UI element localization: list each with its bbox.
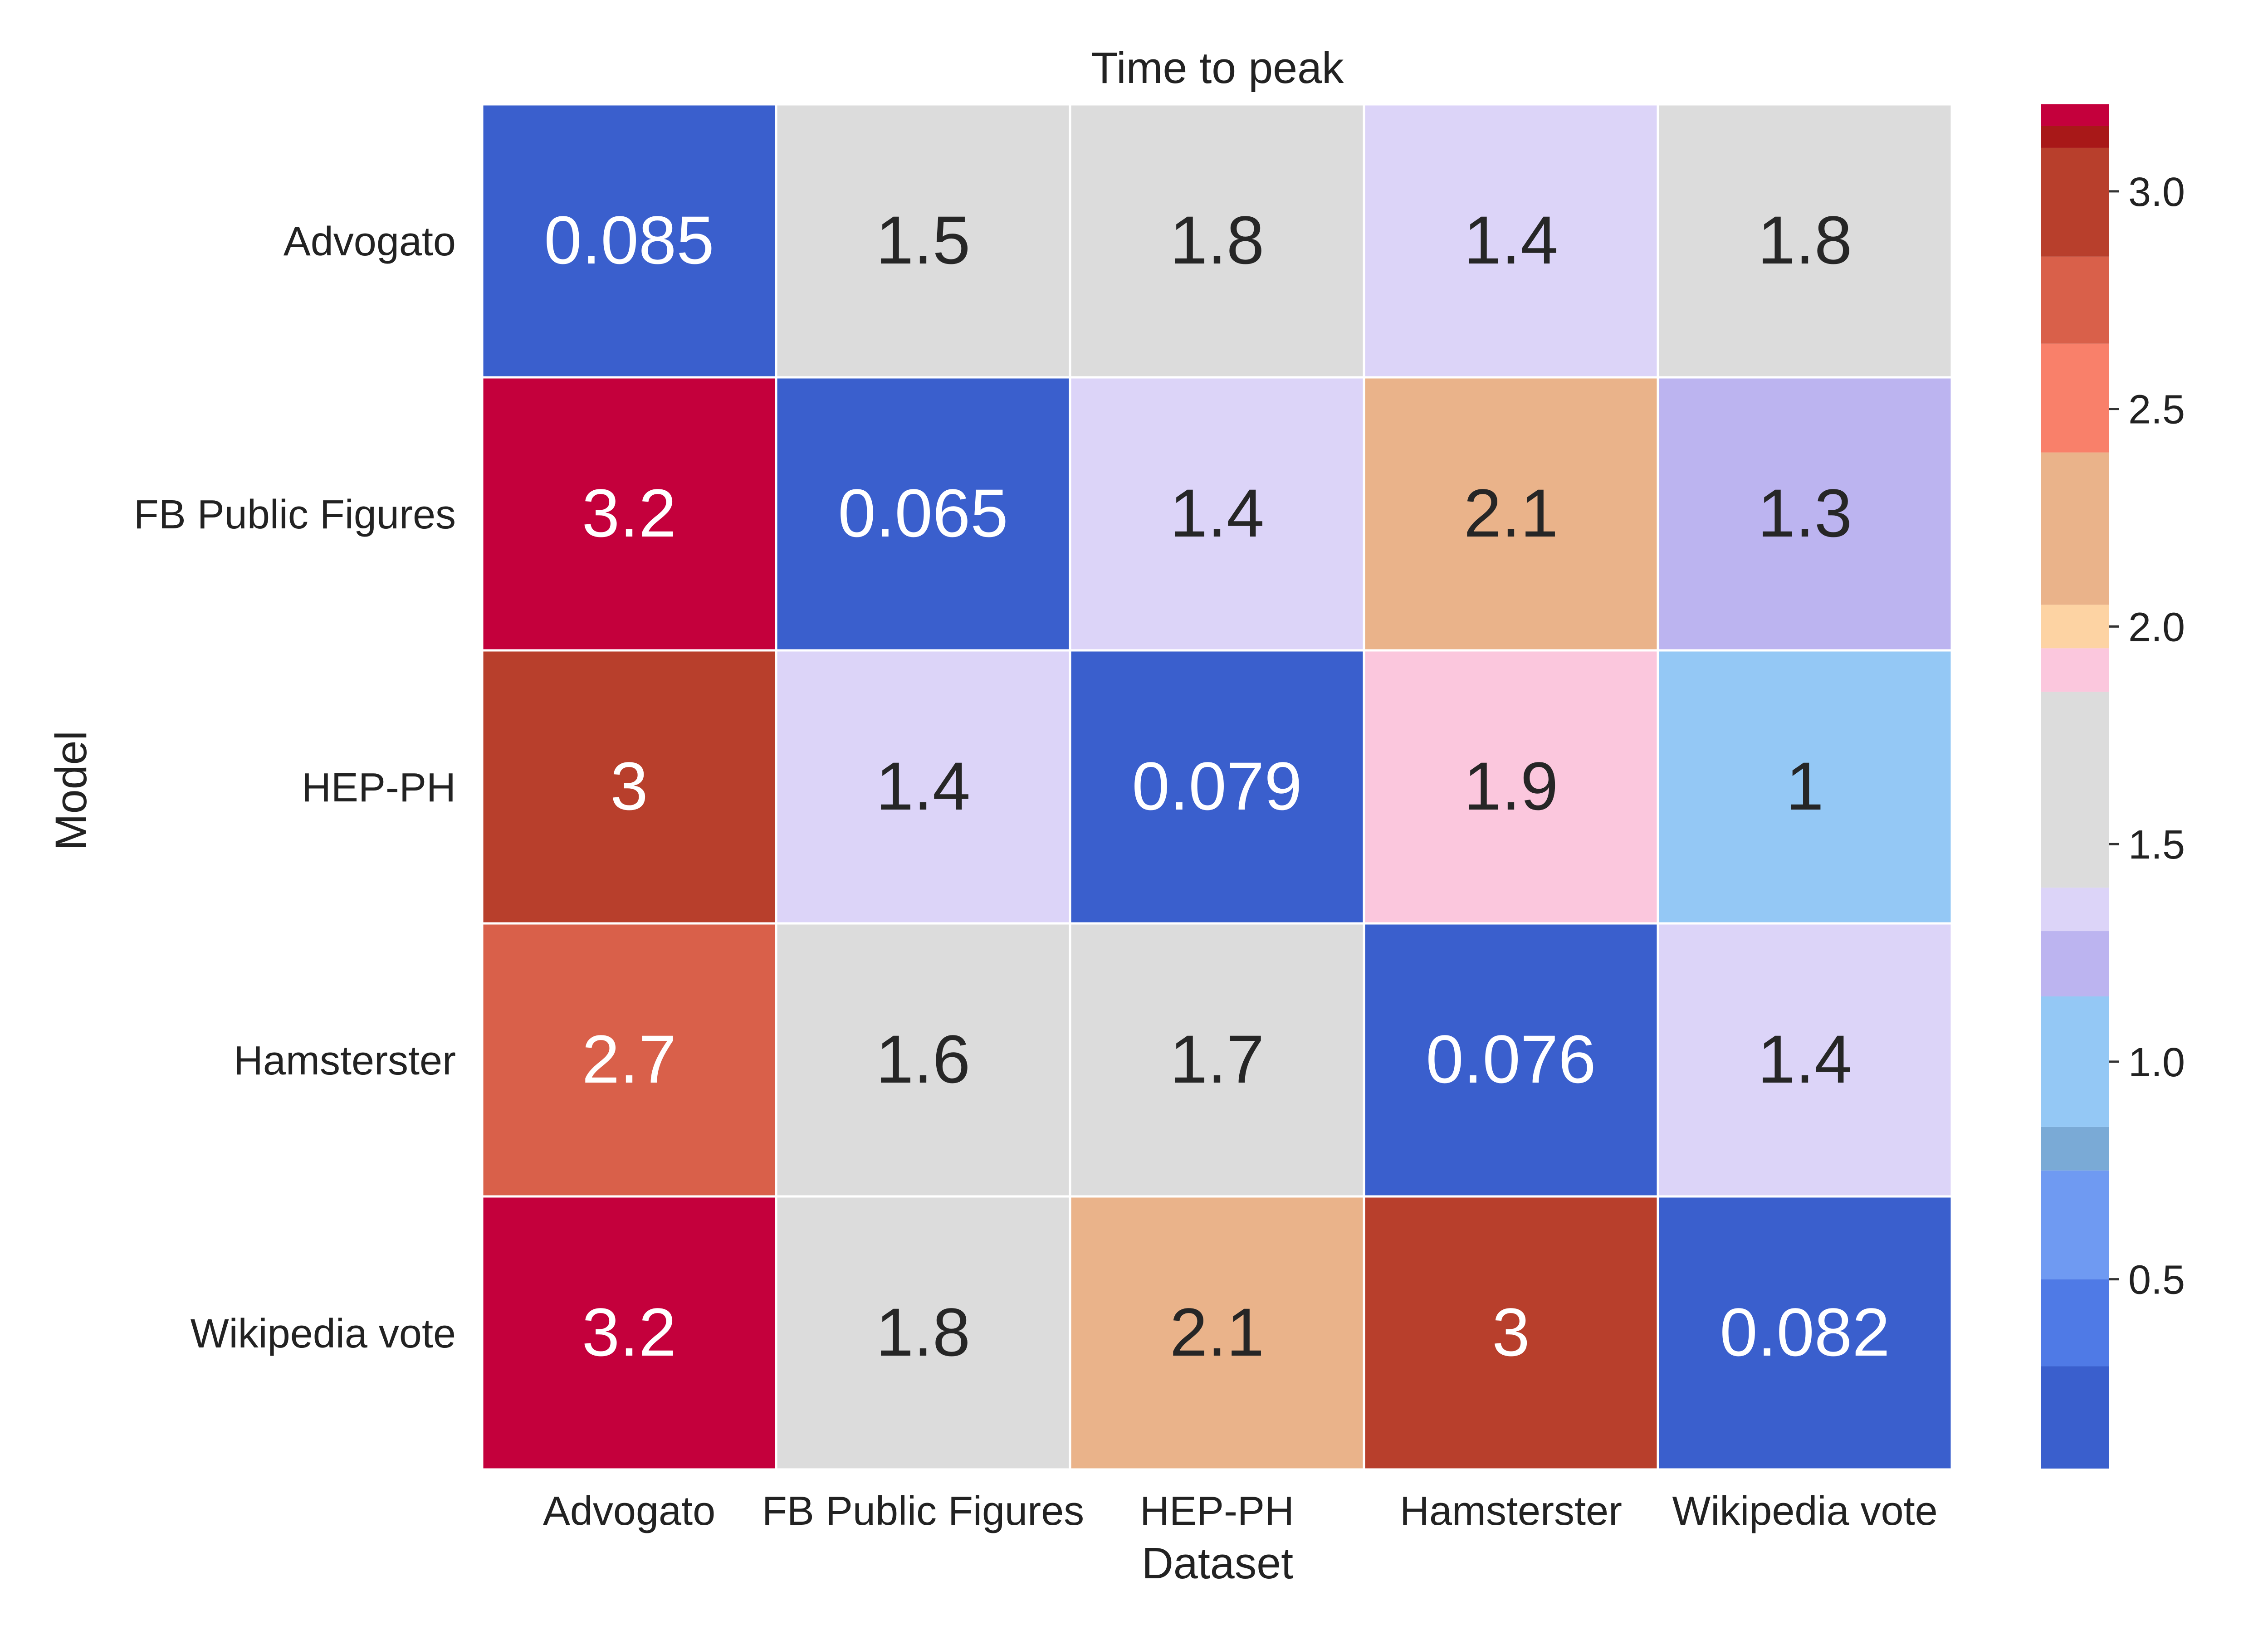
heatmap-cell bbox=[481, 376, 777, 652]
colorbar-band bbox=[2041, 104, 2109, 126]
heatmap-cell-label: 0.085 bbox=[544, 202, 714, 278]
y-tick-label: Wikipedia vote bbox=[191, 1311, 456, 1357]
heatmap-cells bbox=[481, 103, 1953, 1471]
heatmap-cell-label: 1.3 bbox=[1758, 475, 1853, 551]
heatmap-cell bbox=[1657, 103, 1953, 379]
heatmap-cell bbox=[1069, 649, 1365, 925]
heatmap-cell bbox=[1363, 649, 1659, 925]
colorbar-band bbox=[2041, 147, 2109, 257]
heatmap-cell-label: 1.4 bbox=[1170, 475, 1265, 551]
colorbar-band bbox=[2041, 605, 2109, 649]
heatmap-cell-label: 1.5 bbox=[876, 202, 971, 278]
chart-title: Time to peak bbox=[1091, 43, 1344, 93]
heatmap-cell-label: 2.1 bbox=[1464, 475, 1559, 551]
y-tick-label: FB Public Figures bbox=[134, 492, 456, 537]
x-tick-labels: Advogato FB Public Figures HEP-PH Hamsterst… bbox=[543, 1489, 1938, 1534]
heatmap-cell-label: 3 bbox=[1492, 1294, 1530, 1370]
heatmap-cell bbox=[775, 922, 1071, 1198]
colorbar-band bbox=[2041, 1366, 2109, 1469]
heatmap-cell-label: 1.7 bbox=[1170, 1021, 1265, 1097]
x-tick-label: Advogato bbox=[543, 1489, 715, 1534]
heatmap-cell bbox=[1069, 103, 1365, 379]
heatmap-cell bbox=[775, 1195, 1071, 1471]
heatmap-cell bbox=[1069, 922, 1365, 1198]
colorbar-band bbox=[2041, 931, 2109, 996]
y-tick-label: Hamsterster bbox=[234, 1038, 456, 1083]
heatmap-cell bbox=[481, 922, 777, 1198]
colorbar-band bbox=[2041, 692, 2109, 888]
colorbar-band bbox=[2041, 1170, 2109, 1279]
heatmap-cell bbox=[1657, 376, 1953, 652]
heatmap-cell-label: 2.1 bbox=[1170, 1294, 1265, 1370]
y-tick-label: Advogato bbox=[284, 219, 456, 264]
heatmap-cell-label: 1 bbox=[1786, 748, 1823, 824]
colorbar-band bbox=[2041, 343, 2109, 453]
heatmap-cell-label: 2.7 bbox=[582, 1021, 677, 1097]
colorbar-band bbox=[2041, 452, 2109, 605]
heatmap-cell-label: 1.8 bbox=[876, 1294, 971, 1370]
heatmap-cell-labels: 0.085 1.5 1.8 1.4 1.8 3.2 0.065 1.4 2.1 1.3 3 1.4 0.… bbox=[544, 202, 1890, 1370]
heatmap-cell-label: 0.065 bbox=[838, 475, 1008, 551]
heatmap-cell bbox=[775, 649, 1071, 925]
heatmap-cell-label: 3 bbox=[610, 748, 648, 824]
x-tick-label: FB Public Figures bbox=[762, 1489, 1084, 1534]
colorbar-band bbox=[2041, 256, 2109, 344]
heatmap-cell-label: 1.4 bbox=[1758, 1021, 1853, 1097]
heatmap-cell-label: 1.4 bbox=[1464, 202, 1559, 278]
x-axis-label: Dataset bbox=[1142, 1538, 1293, 1588]
heatmap-cell-label: 3.2 bbox=[582, 1294, 677, 1370]
heatmap-cell bbox=[1657, 649, 1953, 925]
colorbar-band bbox=[2041, 1127, 2109, 1171]
x-tick-label: Wikipedia vote bbox=[1672, 1489, 1937, 1534]
colorbar-band bbox=[2041, 648, 2109, 692]
colorbar-band bbox=[2041, 888, 2109, 932]
heatmap-cell bbox=[1363, 922, 1659, 1198]
y-axis-label: Model bbox=[46, 731, 96, 850]
heatmap-cell-label: 0.076 bbox=[1426, 1021, 1596, 1097]
y-tick-labels: Advogato FB Public Figures HEP-PH Hamsterst… bbox=[134, 219, 456, 1357]
heatmap-cell bbox=[1363, 103, 1659, 379]
heatmap-cell bbox=[775, 103, 1071, 379]
colorbar-tick-label: 1.5 bbox=[2128, 822, 2185, 868]
heatmap-cell-label: 1.8 bbox=[1758, 202, 1853, 278]
x-tick-label: HEP-PH bbox=[1140, 1489, 1294, 1534]
heatmap-cell bbox=[481, 1195, 777, 1471]
heatmap-cell-label: 1.8 bbox=[1170, 202, 1265, 278]
heatmap-cell bbox=[481, 103, 777, 379]
y-tick-label: HEP-PH bbox=[302, 765, 456, 810]
colorbar-tick-label: 2.5 bbox=[2128, 387, 2185, 433]
heatmap-cell-label: 0.079 bbox=[1132, 748, 1302, 824]
heatmap-cell-label: 0.082 bbox=[1720, 1294, 1890, 1370]
heatmap-cell-label: 3.2 bbox=[582, 475, 677, 551]
x-tick-label: Hamsterster bbox=[1400, 1489, 1622, 1534]
colorbar-tick-label: 2.0 bbox=[2128, 605, 2185, 650]
colorbar-tick-label: 3.0 bbox=[2128, 170, 2185, 215]
heatmap-cell-label: 1.6 bbox=[876, 1021, 971, 1097]
colorbar-band bbox=[2041, 1279, 2109, 1367]
colorbar-band bbox=[2041, 996, 2109, 1127]
heatmap-cell-label: 1.4 bbox=[876, 748, 971, 824]
heatmap-cell bbox=[1069, 1195, 1365, 1471]
colorbar-tick-label: 0.5 bbox=[2128, 1258, 2185, 1303]
heatmap-cell bbox=[1657, 1195, 1953, 1471]
heatmap-cell bbox=[1657, 922, 1953, 1198]
colorbar-band bbox=[2041, 126, 2109, 148]
colorbar: 0.5 1.0 1.5 2.0 2.5 3.0 bbox=[2041, 104, 2185, 1469]
heatmap-cell bbox=[1069, 376, 1365, 652]
heatmap-cell-label: 1.9 bbox=[1464, 748, 1559, 824]
colorbar-tick-label: 1.0 bbox=[2128, 1040, 2185, 1085]
